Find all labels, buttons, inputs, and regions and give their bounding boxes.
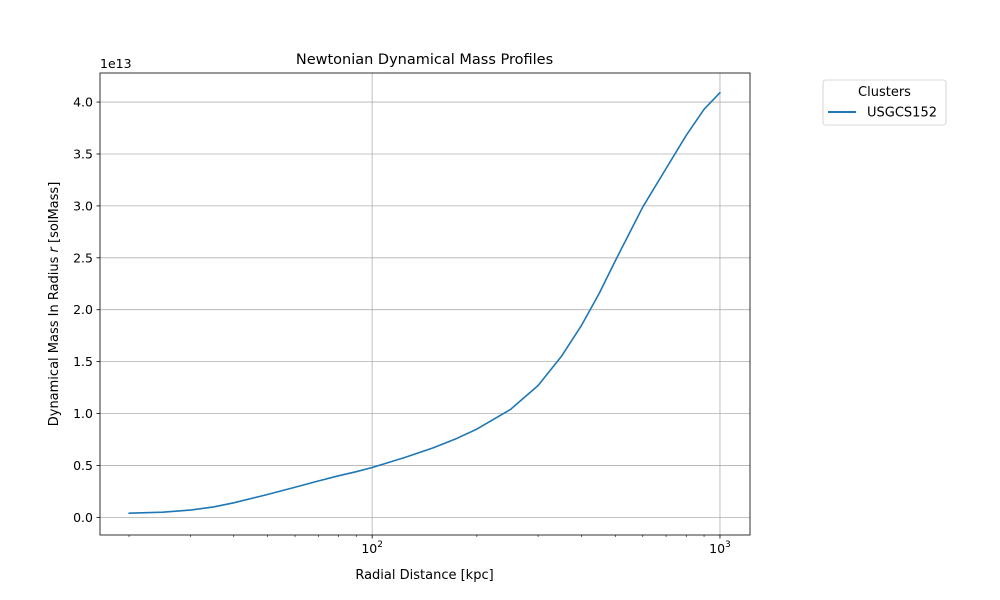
y-tick-label: 3.5 xyxy=(73,146,93,161)
legend-box xyxy=(822,79,947,126)
chart-title: Newtonian Dynamical Mass Profiles xyxy=(296,52,553,68)
series-layer xyxy=(128,91,721,514)
y-axis-label: Dynamical Mass In Radius r [solMass] xyxy=(47,182,62,427)
y-axis-label-prefix: Dynamical Mass In Radius xyxy=(47,252,62,426)
y-tick-label: 0.5 xyxy=(73,458,93,473)
y-tick-label: 4.0 xyxy=(73,95,93,110)
legend-label-usgcs152: USGCS152 xyxy=(867,106,937,121)
y-tick-label: 0.0 xyxy=(73,510,93,525)
series-line-usgcs152 xyxy=(128,91,721,514)
y-tick-label: 2.5 xyxy=(73,250,93,265)
x-axis-ticks: 102 103 xyxy=(128,535,731,556)
y-offset-label: 1e13 xyxy=(100,56,132,71)
x-axis-label: Radial Distance [kpc] xyxy=(355,568,493,583)
x-tick-label: 103 xyxy=(709,540,731,556)
legend: Clusters USGCS152 xyxy=(822,79,947,126)
y-tick-label: 2.0 xyxy=(73,302,93,317)
y-tick-label: 3.0 xyxy=(73,198,93,213)
y-axis-ticks: 0.0 0.5 1.0 1.5 2.0 2.5 3.0 3.5 4.0 xyxy=(73,95,100,525)
y-axis-label-variable: r xyxy=(47,245,62,252)
y-tick-label: 1.5 xyxy=(73,354,93,369)
plot-area-frame xyxy=(99,72,751,536)
grid-lines xyxy=(100,73,750,535)
legend-title: Clusters xyxy=(858,85,911,100)
x-tick-label: 102 xyxy=(361,540,383,556)
y-tick-label: 1.0 xyxy=(73,406,93,421)
y-axis-label-suffix: [solMass] xyxy=(47,182,62,247)
